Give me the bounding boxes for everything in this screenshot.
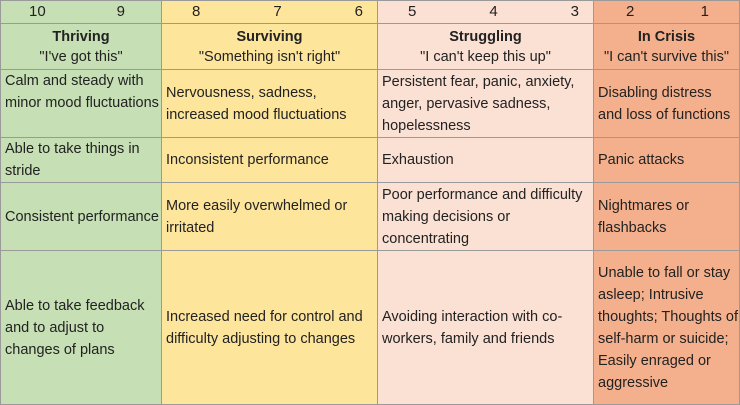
- table-cell: Exhaustion: [377, 137, 594, 183]
- table-cell: Increased need for control and difficult…: [161, 250, 378, 405]
- table-cell: Able to take feedback and to adjust to c…: [0, 250, 162, 405]
- scale-numbers-thriving: 10 9: [0, 0, 162, 24]
- column-header-struggling: Struggling "I can't keep this up": [377, 23, 594, 70]
- column-title: Surviving: [236, 28, 303, 45]
- column-title: Thriving: [52, 28, 110, 45]
- scale-number: 3: [570, 3, 579, 20]
- column-header-row: Thriving "I've got this" Surviving "Some…: [0, 23, 740, 70]
- scale-number: 9: [116, 3, 125, 20]
- scale-number: 2: [626, 3, 635, 20]
- table-cell: Panic attacks: [593, 137, 740, 183]
- column-header-in-crisis: In Crisis "I can't survive this": [593, 23, 740, 70]
- table-cell: Inconsistent performance: [161, 137, 378, 183]
- table-cell: Nervousness, sadness, increased mood flu…: [161, 69, 378, 138]
- scale-number: 1: [700, 3, 709, 20]
- scale-number: 5: [408, 3, 417, 20]
- column-header-surviving: Surviving "Something isn't right": [161, 23, 378, 70]
- scale-number: 7: [273, 3, 282, 20]
- scale-numbers-struggling: 5 4 3: [377, 0, 594, 24]
- table-cell: Disabling distress and loss of functions: [593, 69, 740, 138]
- table-row: Consistent performance More easily overw…: [0, 182, 740, 251]
- column-quote: "I can't survive this": [603, 48, 730, 65]
- table-cell: Nightmares or flashbacks: [593, 182, 740, 251]
- table-cell: Poor performance and difficulty making d…: [377, 182, 594, 251]
- column-quote: "Something isn't right": [198, 48, 341, 65]
- column-title: In Crisis: [637, 28, 696, 45]
- table-cell: Avoiding interaction with co-workers, fa…: [377, 250, 594, 405]
- scale-numbers-in-crisis: 2 1: [593, 0, 740, 24]
- table-cell: Unable to fall or stay asleep; Intrusive…: [593, 250, 740, 405]
- scale-number-row: 10 9 8 7 6 5 4 3 2 1: [0, 0, 740, 24]
- scale-number: 8: [192, 3, 201, 20]
- scale-number: 6: [354, 3, 363, 20]
- column-quote: "I've got this": [39, 48, 123, 65]
- table-cell: Able to take things in stride: [0, 137, 162, 183]
- column-header-thriving: Thriving "I've got this": [0, 23, 162, 70]
- table-cell: More easily overwhelmed or irritated: [161, 182, 378, 251]
- table-cell: Consistent performance: [0, 182, 162, 251]
- table-row: Able to take things in stride Inconsiste…: [0, 137, 740, 183]
- table-row: Calm and steady with minor mood fluctuat…: [0, 69, 740, 138]
- scale-numbers-surviving: 8 7 6: [161, 0, 378, 24]
- table-row: Able to take feedback and to adjust to c…: [0, 250, 740, 405]
- scale-number: 10: [29, 3, 46, 20]
- column-quote: "I can't keep this up": [420, 48, 551, 65]
- column-title: Struggling: [449, 28, 522, 45]
- table-cell: Persistent fear, panic, anxiety, anger, …: [377, 69, 594, 138]
- scale-number: 4: [489, 3, 498, 20]
- table-cell: Calm and steady with minor mood fluctuat…: [0, 69, 162, 138]
